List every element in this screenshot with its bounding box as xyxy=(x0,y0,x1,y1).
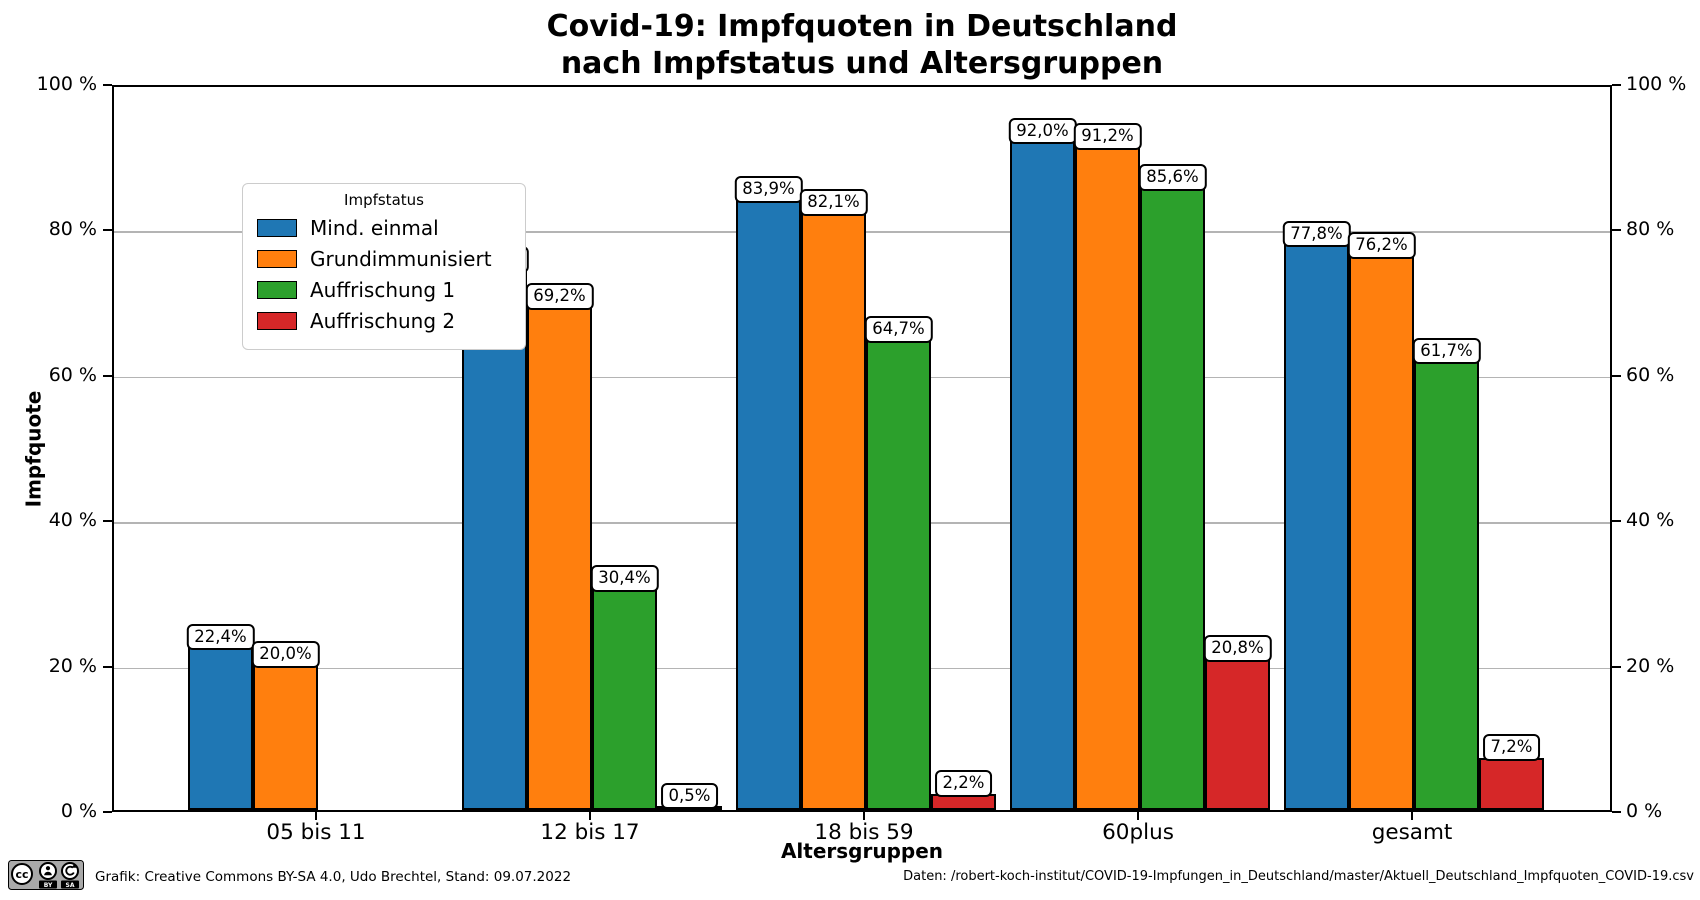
bar-auffrischung-1-5 xyxy=(1414,361,1479,810)
x-tick-label-5: gesamt xyxy=(1371,820,1453,845)
y-tick-right xyxy=(1612,665,1621,668)
bar-grundimmunisiert-1 xyxy=(253,664,318,810)
bar-value-label: 7,2% xyxy=(1482,734,1541,761)
bar-auffrischung-1-2 xyxy=(592,589,657,810)
legend-label: Grundimmunisiert xyxy=(310,247,492,271)
bar-auffrischung-2-4 xyxy=(1205,658,1270,810)
y-axis-title-wrap: Impfquote xyxy=(0,85,66,812)
legend-item-grundimmunisiert: Grundimmunisiert xyxy=(257,247,511,271)
legend-title: Impfstatus xyxy=(344,191,424,209)
bar-value-label: 22,4% xyxy=(186,623,255,651)
y-tick-label-left: 20 % xyxy=(48,654,97,677)
legend-swatch-orange xyxy=(257,250,297,268)
y-tick-label-left: 40 % xyxy=(48,509,97,532)
x-tick-label-3: 18 bis 59 xyxy=(814,820,914,845)
bar-value-label: 61,7% xyxy=(1412,337,1481,365)
legend: Impfstatus Mind. einmal Grundimmunisiert… xyxy=(242,183,526,350)
svg-text:SA: SA xyxy=(66,882,75,889)
legend-swatch-red xyxy=(257,312,297,330)
y-tick-right xyxy=(1612,374,1621,377)
bar-grundimmunisiert-3 xyxy=(801,213,866,810)
bar-value-label: 82,1% xyxy=(799,189,868,217)
y-axis-title: Impfquote xyxy=(21,390,45,507)
y-tick-label-left: 60 % xyxy=(48,363,97,386)
y-tick-right xyxy=(1612,229,1621,232)
x-tick xyxy=(1137,812,1139,820)
y-tick-label-right: 60 % xyxy=(1626,363,1675,386)
bar-value-label: 30,4% xyxy=(590,565,659,592)
y-tick-label-right: 80 % xyxy=(1626,218,1675,241)
x-tick-label-2: 12 bis 17 xyxy=(540,820,640,845)
y-tick-label-right: 20 % xyxy=(1626,654,1675,677)
legend-item-auffrischung-2: Auffrischung 2 xyxy=(257,309,511,333)
x-axis-title: Altersgruppen xyxy=(780,839,944,863)
bar-value-label: 64,7% xyxy=(864,315,933,343)
y-tick-left xyxy=(103,811,112,813)
bar-value-label: 85,6% xyxy=(1138,164,1207,191)
legend-label: Auffrischung 2 xyxy=(310,309,456,333)
chart-title: Covid-19: Impfquoten in Deutschland nach… xyxy=(112,8,1612,82)
bar-mind-einmal-3 xyxy=(736,200,801,810)
legend-swatch-green xyxy=(257,281,297,299)
legend-label: Auffrischung 1 xyxy=(310,278,456,302)
bar-value-label: 77,8% xyxy=(1282,220,1351,248)
y-tick-left xyxy=(103,374,112,377)
y-tick-label-right: 100 % xyxy=(1626,73,1687,95)
y-tick-left xyxy=(103,229,112,232)
bar-auffrischung-2-5 xyxy=(1479,757,1544,810)
bar-grundimmunisiert-5 xyxy=(1349,256,1414,810)
y-tick-label-left: 100 % xyxy=(36,73,97,95)
plot-area: 22,4%74,3%83,9%92,0%77,8%20,0%69,2%82,1%… xyxy=(112,85,1612,812)
bar-value-label: 91,2% xyxy=(1073,123,1142,150)
y-tick-left xyxy=(103,520,112,523)
y-tick-right xyxy=(1612,84,1621,86)
bar-mind-einmal-4 xyxy=(1010,141,1075,810)
chart-title-line-2: nach Impfstatus und Altersgruppen xyxy=(560,46,1164,81)
chart-title-line-1: Covid-19: Impfquoten in Deutschland xyxy=(546,9,1178,44)
bar-value-label: 2,2% xyxy=(934,770,993,797)
legend-label: Mind. einmal xyxy=(310,216,439,240)
x-tick-label-4: 60plus xyxy=(1102,820,1174,845)
bar-grundimmunisiert-2 xyxy=(527,306,592,810)
bar-auffrischung-1-3 xyxy=(866,339,931,810)
cc-by-sa-license-icon: cc BY SA xyxy=(8,860,84,890)
y-tick-label-left: 80 % xyxy=(48,218,97,241)
bar-value-label: 69,2% xyxy=(525,283,594,310)
bar-grundimmunisiert-4 xyxy=(1075,147,1140,810)
bar-mind-einmal-2 xyxy=(462,269,527,810)
y-tick-label-right: 0 % xyxy=(1626,800,1663,822)
bar-value-label: 76,2% xyxy=(1347,232,1416,259)
x-tick xyxy=(1411,812,1413,820)
bar-value-label: 0,5% xyxy=(660,782,719,810)
y-tick-left xyxy=(103,665,112,668)
y-tick-label-right: 40 % xyxy=(1626,509,1675,532)
bar-value-label: 92,0% xyxy=(1008,117,1077,145)
legend-swatch-blue xyxy=(257,219,297,237)
legend-item-mind-einmal: Mind. einmal xyxy=(257,216,511,240)
x-tick-label-1: 05 bis 11 xyxy=(266,820,366,845)
y-tick-right xyxy=(1612,811,1621,813)
svg-text:cc: cc xyxy=(15,868,28,881)
x-tick xyxy=(315,812,317,820)
bar-value-label: 20,8% xyxy=(1203,635,1272,662)
legend-item-auffrischung-1: Auffrischung 1 xyxy=(257,278,511,302)
x-tick xyxy=(589,812,591,820)
x-tick xyxy=(863,812,865,820)
y-tick-left xyxy=(103,84,112,86)
bar-value-label: 83,9% xyxy=(734,176,803,203)
bar-mind-einmal-5 xyxy=(1284,244,1349,810)
svg-text:BY: BY xyxy=(44,882,53,889)
y-tick-label-left: 0 % xyxy=(60,800,97,822)
y-tick-right xyxy=(1612,520,1621,523)
credit-text: Grafik: Creative Commons BY-SA 4.0, Udo … xyxy=(95,869,572,885)
bar-auffrischung-1-4 xyxy=(1140,187,1205,810)
bar-mind-einmal-1 xyxy=(188,647,253,810)
data-source-text: Daten: /robert-koch-institut/COVID-19-Im… xyxy=(903,869,1694,884)
bar-value-label: 20,0% xyxy=(251,640,320,668)
